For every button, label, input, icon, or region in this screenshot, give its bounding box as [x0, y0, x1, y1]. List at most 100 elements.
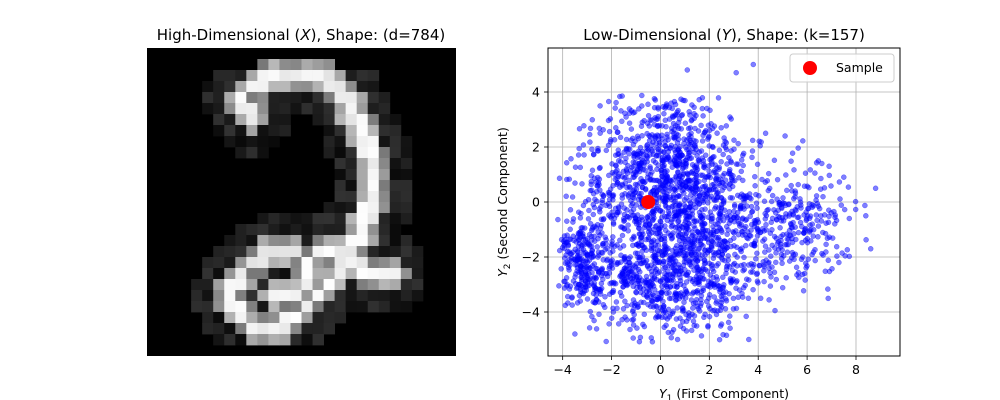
pixel-cell [268, 70, 280, 82]
scatter-point [555, 216, 561, 223]
pixel-cell [389, 114, 402, 126]
pixel-cell [312, 224, 324, 236]
scatter-point [718, 293, 725, 300]
scatter-point [653, 230, 659, 237]
scatter-point [709, 266, 716, 272]
scatter-point [629, 317, 635, 323]
scatter-point [668, 196, 674, 203]
scatter-point [812, 170, 818, 176]
pixel-cell [356, 92, 369, 104]
pixel-cell [301, 279, 313, 291]
scatter-point [691, 313, 698, 319]
scatter-point [832, 221, 838, 227]
pixel-cell [257, 147, 269, 159]
scatter-point [656, 225, 662, 232]
pixel-cell [191, 290, 203, 302]
scatter-point [581, 152, 587, 158]
scatter-point [707, 156, 713, 163]
scatter-point [659, 290, 665, 297]
scatter-point [789, 150, 796, 156]
scatter-point [705, 174, 711, 180]
pixel-cell [257, 114, 269, 126]
scatter-point [641, 117, 647, 124]
scatter-point [640, 291, 647, 298]
scatter-point [813, 193, 820, 199]
scatter-point [580, 202, 587, 209]
pixel-cell [334, 301, 347, 313]
scatter-point [695, 277, 702, 283]
scatter-point [714, 130, 720, 136]
scatter-point [652, 260, 659, 266]
pixel-cell [356, 301, 369, 313]
scatter-point [644, 153, 651, 160]
scatter-point [587, 221, 594, 227]
scatter-point [639, 133, 645, 139]
pixel-cell [279, 312, 291, 324]
pixel-cell [389, 279, 402, 291]
scatter-points [555, 61, 879, 345]
scatter-point [603, 338, 609, 345]
scatter-point [705, 214, 712, 220]
pixel-cell [411, 290, 424, 302]
scatter-point [757, 295, 764, 302]
pixel-cell [367, 92, 380, 104]
scatter-point [735, 161, 741, 167]
scatter-point [797, 199, 804, 205]
scatter-point [809, 221, 816, 227]
scatter-point [603, 237, 609, 243]
scatter-point [670, 230, 676, 236]
pixel-cell [312, 323, 324, 335]
scatter-point [632, 250, 639, 256]
pixel-cell [290, 81, 302, 93]
scatter-point [587, 275, 593, 282]
pixel-cell [246, 114, 258, 126]
scatter-point [607, 280, 613, 287]
scatter-point [763, 221, 769, 228]
pixel-cell [334, 202, 347, 214]
scatter-point [694, 186, 701, 193]
pixel-cell [334, 114, 347, 126]
scatter-point [659, 209, 666, 215]
scatter-point [618, 108, 624, 114]
y-axis-ticks: −4 −2 0 2 4 [522, 85, 548, 320]
y-axis-label: Y2 (Second Component) [495, 127, 513, 277]
scatter-point [699, 138, 706, 144]
pixel-cell [279, 290, 291, 302]
pixel-cell [202, 103, 214, 115]
scatter-point [723, 289, 729, 295]
scatter-point [740, 177, 746, 184]
scatter-point [655, 247, 661, 254]
pixel-cell [213, 70, 225, 82]
scatter-point [593, 326, 600, 332]
scatter-point [801, 270, 808, 277]
pixel-cell [389, 180, 402, 192]
pixel-cell [378, 158, 391, 170]
scatter-point [766, 297, 772, 303]
scatter-point [798, 256, 805, 263]
scatter-point [683, 288, 690, 295]
scatter-point [795, 145, 801, 151]
pixel-cell [389, 136, 402, 148]
pixel-cell [367, 257, 380, 269]
scatter-point [758, 139, 764, 145]
scatter-point [813, 160, 820, 166]
scatter-point [561, 285, 568, 291]
scatter-point [631, 235, 637, 241]
pixel-cell [268, 246, 280, 258]
pixel-cell [411, 246, 424, 258]
scatter-point [593, 179, 599, 185]
pixel-cell [268, 136, 280, 148]
image-panel: High-Dimensional (X), Shape: (d=784) [147, 26, 456, 356]
scatter-point [623, 136, 630, 143]
pixel-cell [213, 125, 225, 137]
scatter-point [774, 176, 781, 183]
scatter-point [720, 217, 727, 224]
scatter-point [727, 325, 733, 331]
pixel-cell [345, 114, 358, 126]
scatter-point [711, 294, 718, 300]
pixel-cell [224, 81, 236, 93]
scatter-point [687, 275, 693, 282]
y-tick-label: 0 [532, 195, 540, 210]
pixel-cell [312, 59, 324, 71]
pixel-cell [268, 257, 280, 269]
